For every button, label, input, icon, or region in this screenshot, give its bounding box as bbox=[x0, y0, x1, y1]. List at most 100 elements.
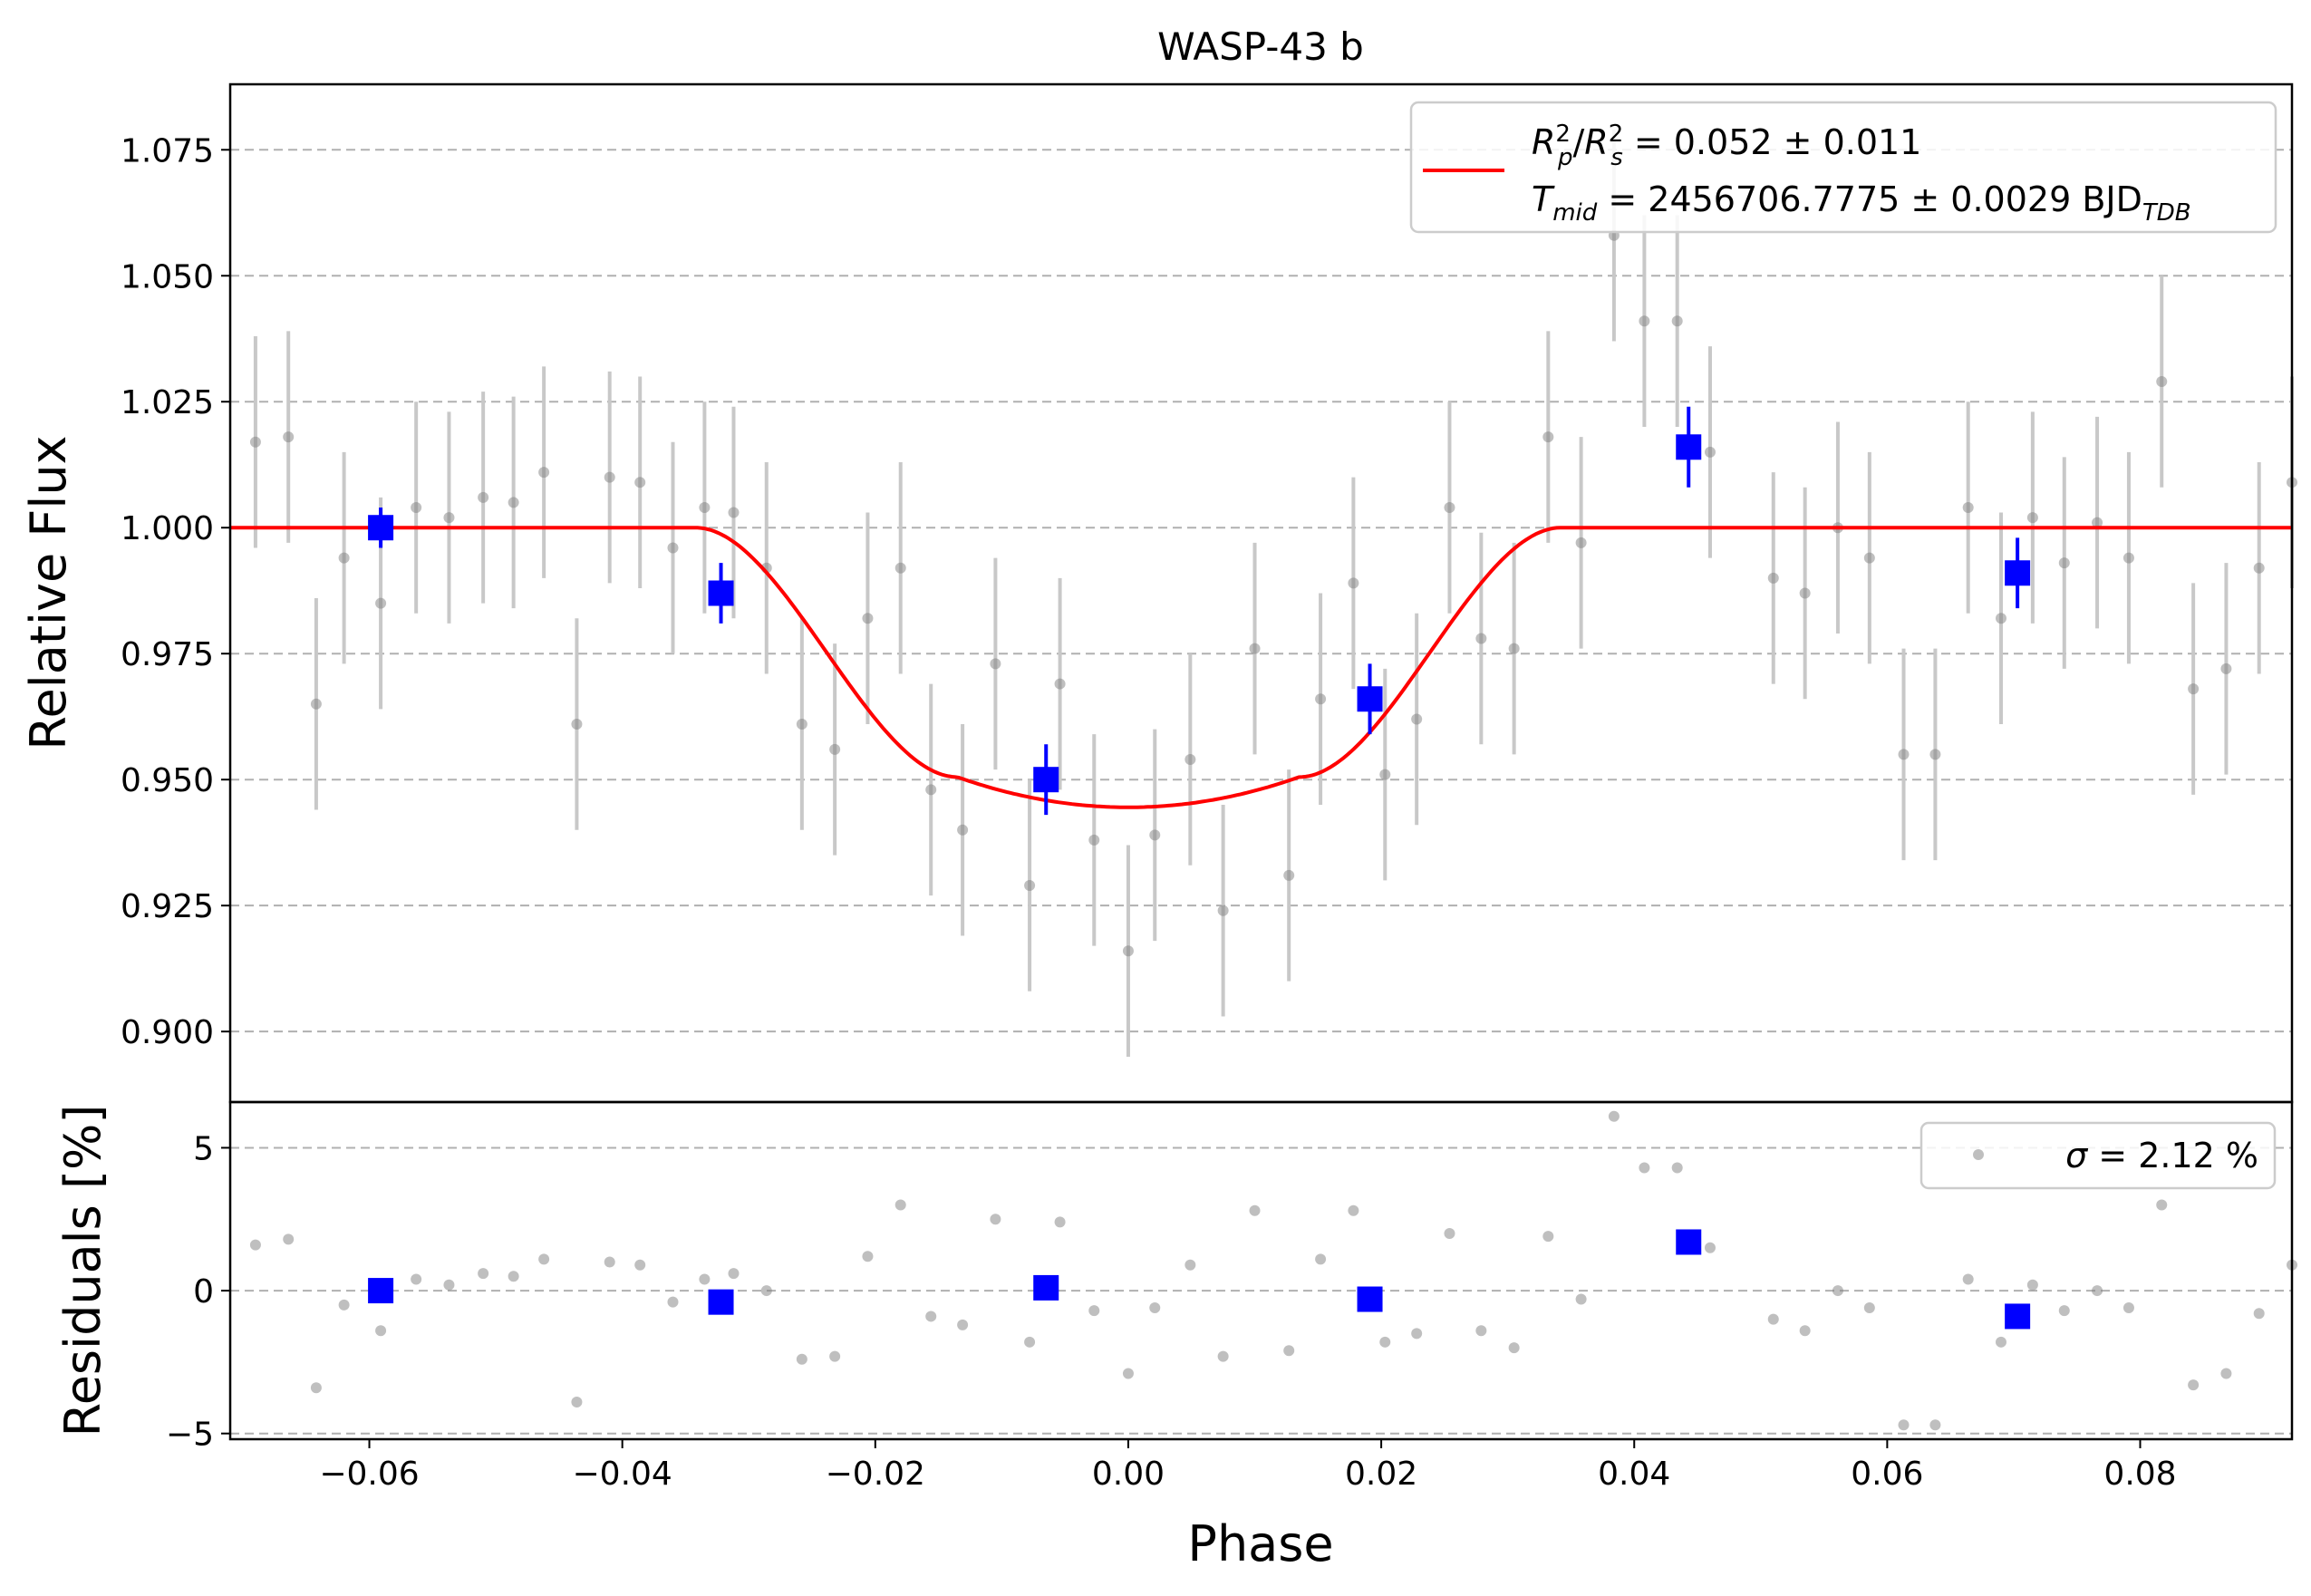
flux-legend: R2 p/R2 s = 0.052 ± 0.011 Tmid = 2456706.7… bbox=[1409, 101, 2277, 234]
residual-raw-point bbox=[1249, 1204, 1261, 1216]
flux-y-tick-label: 0.925 bbox=[121, 888, 214, 925]
residual-raw-point bbox=[1508, 1342, 1520, 1354]
flux-y-tick-label: 1.050 bbox=[121, 258, 214, 295]
residual-raw-point bbox=[478, 1268, 489, 1280]
flux-binned-point bbox=[368, 515, 394, 541]
residual-raw-point bbox=[1122, 1368, 1134, 1379]
flux-raw-point bbox=[728, 507, 740, 518]
flux-raw-point bbox=[508, 497, 519, 508]
flux-raw-point bbox=[957, 824, 969, 836]
residual-raw-point bbox=[796, 1353, 807, 1365]
residual-raw-point bbox=[2156, 1199, 2168, 1211]
flux-raw-point bbox=[1767, 572, 1779, 584]
residual-raw-point bbox=[1639, 1162, 1650, 1174]
residuals-panel: −5 0 5 Residuals [%] σ = 2.12 % bbox=[54, 1100, 2297, 1454]
flux-raw-points bbox=[249, 229, 2297, 957]
flux-y-axis-label: Relative Flux bbox=[20, 435, 77, 750]
residual-raw-point bbox=[411, 1273, 422, 1285]
residual-raw-point bbox=[634, 1259, 646, 1271]
flux-y-tick-label: 1.000 bbox=[121, 510, 214, 547]
residual-raw-point bbox=[667, 1296, 679, 1308]
residual-raw-point bbox=[508, 1271, 519, 1282]
chart-title: WASP-43 b bbox=[1157, 24, 1364, 69]
phase-x-tick-label: 0.06 bbox=[1851, 1456, 1923, 1493]
residual-raw-point bbox=[1863, 1301, 1875, 1313]
residual-raw-point bbox=[1799, 1325, 1811, 1337]
flux-raw-point bbox=[538, 467, 550, 479]
flux-raw-point bbox=[2253, 562, 2265, 574]
phase-x-tick-label: −0.04 bbox=[573, 1456, 672, 1493]
phase-x-tick-label: 0.04 bbox=[1598, 1456, 1670, 1493]
flux-raw-point bbox=[1575, 537, 1587, 548]
flux-raw-point bbox=[1283, 869, 1295, 881]
residuals-y-tick-label: 5 bbox=[193, 1130, 214, 1167]
residual-raw-point bbox=[1444, 1228, 1455, 1240]
phase-x-tick-label: −0.06 bbox=[319, 1456, 419, 1493]
residual-raw-point bbox=[443, 1279, 455, 1291]
legend-depth-label: R2 p/R2 s = 0.052 ± 0.011 bbox=[1532, 121, 1921, 171]
residual-raw-point bbox=[1475, 1325, 1487, 1337]
flux-raw-point bbox=[2220, 663, 2232, 674]
flux-raw-point bbox=[1185, 753, 1196, 765]
residual-raw-point bbox=[1608, 1110, 1620, 1122]
residual-raw-point bbox=[1088, 1305, 1100, 1317]
residual-raw-point bbox=[338, 1299, 350, 1311]
residual-raw-point bbox=[1315, 1253, 1327, 1265]
residual-raw-point bbox=[1054, 1216, 1066, 1228]
residual-raw-point bbox=[760, 1285, 772, 1297]
residual-raw-point bbox=[1379, 1336, 1391, 1348]
residual-raw-point bbox=[604, 1256, 615, 1268]
residuals-y-tick-label: 0 bbox=[193, 1273, 214, 1311]
residual-raw-point bbox=[2026, 1279, 2038, 1291]
flux-binned-point bbox=[708, 580, 734, 606]
residual-raw-point bbox=[1024, 1336, 1036, 1348]
flux-raw-point bbox=[2156, 376, 2168, 388]
flux-raw-point bbox=[1542, 431, 1554, 443]
flux-raw-point bbox=[634, 477, 646, 488]
residuals-y-tick-label: −5 bbox=[166, 1417, 214, 1454]
residual-raw-point bbox=[2092, 1285, 2103, 1297]
flux-raw-point bbox=[249, 436, 261, 448]
flux-legend-box bbox=[1409, 101, 2277, 234]
residual-raw-point bbox=[538, 1253, 550, 1265]
flux-raw-point bbox=[2092, 517, 2103, 528]
flux-binned-point bbox=[2005, 560, 2031, 586]
residual-binned-point bbox=[1033, 1274, 1059, 1301]
flux-y-tick-label: 0.950 bbox=[121, 762, 214, 799]
residuals-y-axis-label: Residuals [%] bbox=[54, 1105, 111, 1437]
residuals-binned-points bbox=[368, 1229, 2031, 1330]
residual-raw-point bbox=[1995, 1336, 2006, 1348]
residual-raw-point bbox=[957, 1319, 969, 1330]
flux-raw-point bbox=[862, 613, 874, 624]
flux-raw-point bbox=[375, 597, 387, 609]
residual-raw-point bbox=[862, 1251, 874, 1262]
flux-raw-point bbox=[829, 743, 841, 755]
flux-raw-point bbox=[667, 542, 679, 554]
legend-sigma-label: σ = 2.12 % bbox=[2065, 1136, 2258, 1175]
flux-raw-point bbox=[990, 658, 1001, 670]
residual-raw-point bbox=[699, 1273, 711, 1285]
flux-raw-point bbox=[2188, 683, 2200, 695]
residual-raw-point bbox=[1929, 1419, 1941, 1431]
flux-binned-points bbox=[368, 434, 2031, 793]
residual-raw-point bbox=[1185, 1259, 1196, 1271]
residual-raw-point bbox=[990, 1214, 1001, 1225]
flux-binned-point bbox=[1033, 767, 1059, 793]
residual-raw-point bbox=[1283, 1345, 1295, 1357]
legend-tmid-label: Tmid = 2456706.7775 ± 0.0029 BJDTDB bbox=[1532, 179, 2191, 227]
phase-x-axis: −0.06 −0.04 −0.02 0.00 0.02 0.04 0.06 0.08 bbox=[319, 1439, 2177, 1493]
residual-raw-point bbox=[375, 1325, 387, 1337]
flux-raw-point bbox=[283, 431, 295, 443]
flux-raw-point bbox=[2122, 552, 2134, 564]
flux-raw-point bbox=[1217, 904, 1229, 916]
flux-raw-point bbox=[1444, 501, 1455, 513]
flux-raw-point bbox=[1995, 613, 2006, 624]
flux-panel-frame bbox=[228, 82, 2294, 1104]
flux-raw-point bbox=[1315, 693, 1327, 705]
flux-raw-point bbox=[894, 562, 906, 574]
residuals-panel-frame bbox=[228, 1100, 2294, 1441]
residual-raw-point bbox=[1217, 1350, 1229, 1362]
residual-raw-point bbox=[1898, 1419, 1910, 1431]
residual-raw-point bbox=[249, 1239, 261, 1251]
